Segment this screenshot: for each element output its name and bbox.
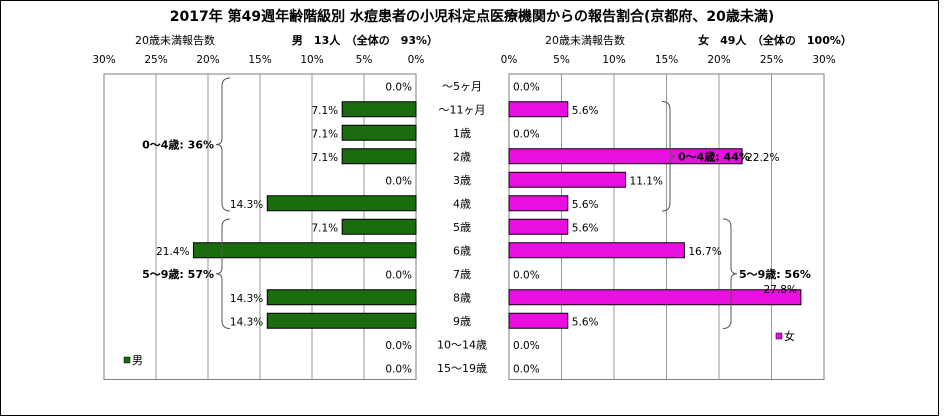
male-data-label: 0.0% [385, 363, 412, 375]
male-data-label: 7.1% [311, 152, 338, 164]
male-data-label: 0.0% [385, 175, 412, 187]
female-tick-label: 20% [707, 54, 730, 66]
female-legend-swatch [775, 332, 783, 340]
female-data-label: 5.6% [572, 222, 599, 234]
male-header: 男 13人 （全体の 93%） [292, 33, 438, 47]
category-label: 10～14歳 [437, 338, 487, 351]
female-data-label: 0.0% [513, 363, 540, 375]
female-tick-label: 25% [760, 54, 783, 66]
category-label: ～11ヶ月 [439, 103, 486, 116]
category-label: 9歳 [453, 315, 471, 328]
male-bar [341, 218, 417, 235]
male-data-label: 14.3% [230, 293, 263, 305]
male-tick-label: 15% [248, 54, 271, 66]
female-header: 女 49人 （全体の 100%） [698, 33, 852, 47]
female-tick-label: 30% [812, 54, 835, 66]
male-data-label: 0.0% [385, 340, 412, 352]
male-bar [341, 101, 417, 118]
category-label: 3歳 [453, 174, 471, 187]
female-bar [508, 195, 569, 212]
male-tick-label: 20% [196, 54, 219, 66]
female-panel: 20歳未満報告数 女 49人 （全体の 100%） 0% 5% 10% 15% 20% 25%… [501, 33, 852, 380]
male-bar [192, 242, 417, 259]
male-group-label: 5～9歳: 57% [142, 267, 214, 281]
female-tick-label: 5% [553, 54, 570, 66]
female-bar [508, 289, 802, 306]
male-tick-label: 30% [92, 54, 115, 66]
category-label: 8歳 [453, 291, 471, 304]
male-data-label: 0.0% [385, 269, 412, 281]
category-label: 5歳 [453, 221, 471, 234]
male-data-label: 14.3% [230, 316, 263, 328]
female-legend-label: 女 [784, 329, 795, 343]
male-legend-swatch [123, 356, 131, 364]
female-tick-label: 15% [655, 54, 678, 66]
male-data-label: 7.1% [311, 128, 338, 140]
female-bar [508, 312, 569, 329]
male-data-label: 14.3% [230, 199, 263, 211]
male-group-label: 0～4歳: 36% [142, 138, 214, 152]
male-panel: 20歳未満報告数 男 13人 （全体の 93%） 30% 25% 20% 15% 10% 5%… [92, 33, 438, 380]
category-label: 7歳 [453, 268, 471, 281]
female-bar [508, 242, 685, 259]
female-data-label: 0.0% [513, 81, 540, 93]
female-axis-caption: 20歳未満報告数 [545, 34, 625, 47]
female-data-label: 0.0% [513, 128, 540, 140]
male-tick-label: 5% [356, 54, 373, 66]
male-group-brace [215, 77, 231, 212]
female-bar [508, 101, 569, 118]
category-label: 6歳 [453, 244, 471, 257]
male-bar [266, 312, 417, 329]
female-group-brace [661, 101, 677, 212]
male-data-label: 0.0% [385, 81, 412, 93]
chart-title: 2017年 第49週年齢階級別 水痘患者の小児科定点医療機関からの報告割合(京都… [170, 8, 774, 25]
category-label: 1歳 [453, 127, 471, 140]
male-bar [341, 124, 417, 141]
male-tick-label: 10% [300, 54, 323, 66]
female-group-label: 0～4歳: 44% [678, 149, 750, 163]
category-label: ～5ヶ月 [442, 80, 482, 93]
male-data-label: 7.1% [311, 222, 338, 234]
female-data-label: 22.2% [746, 152, 779, 164]
female-data-label: 16.7% [688, 246, 721, 258]
category-label: 15～19歳 [437, 362, 487, 375]
female-data-label: 5.6% [572, 199, 599, 211]
male-bar [266, 195, 417, 212]
female-data-label: 27.8% [764, 284, 797, 296]
female-group-label: 5～9歳: 56% [739, 267, 811, 281]
female-data-label: 0.0% [513, 340, 540, 352]
female-bar [508, 171, 627, 188]
male-data-label: 7.1% [311, 105, 338, 117]
male-bar [266, 289, 417, 306]
male-axis-caption: 20歳未満報告数 [135, 34, 215, 47]
female-data-label: 5.6% [572, 105, 599, 117]
male-tick-label: 25% [144, 54, 167, 66]
male-bar [341, 148, 417, 165]
female-group-brace [722, 218, 738, 329]
male-tick-label: 0% [408, 54, 425, 66]
male-data-label: 21.4% [156, 246, 189, 258]
female-tick-label: 0% [501, 54, 518, 66]
male-group-brace [215, 218, 231, 329]
female-data-label: 11.1% [630, 175, 663, 187]
female-bar [508, 148, 743, 165]
female-bar [508, 218, 569, 235]
female-data-label: 5.6% [572, 316, 599, 328]
male-legend-label: 男 [132, 354, 143, 367]
female-data-label: 0.0% [513, 269, 540, 281]
category-label: 2歳 [453, 150, 471, 163]
female-tick-label: 10% [602, 54, 625, 66]
category-label: 4歳 [453, 197, 471, 210]
category-labels: ～5ヶ月 ～11ヶ月 1歳 2歳 3歳 4歳 5歳 6歳 7歳 8歳 9歳 10～14歳 15～19歳 [437, 80, 487, 375]
